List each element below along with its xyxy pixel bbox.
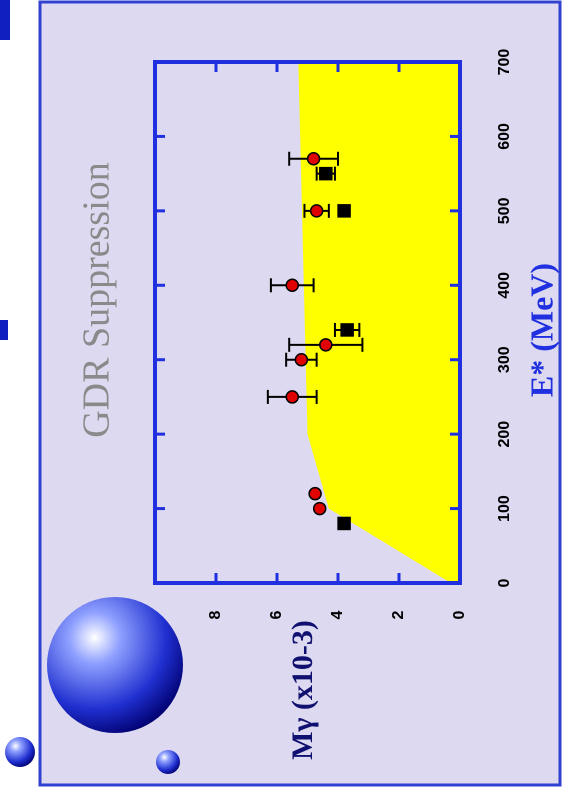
marker: [309, 204, 324, 218]
x-axis-label: E* (MeV): [523, 263, 559, 397]
marker: [285, 278, 299, 293]
y-axis-label: Mγ (x10-3): [286, 620, 319, 760]
x-tick-label: 400: [496, 272, 513, 299]
band: [298, 62, 460, 583]
marker: [319, 166, 333, 181]
y-tick-label: 2: [390, 610, 407, 619]
chart-title: GDR Suppression: [76, 162, 118, 438]
marker: [312, 501, 327, 516]
x-tick-label: 500: [496, 197, 513, 224]
x-tick-label: 600: [496, 123, 513, 150]
marker: [319, 338, 333, 352]
margin-mark: [0, 0, 10, 40]
marker: [340, 323, 354, 337]
x-tick-label: 100: [496, 495, 513, 522]
x-tick-label: 200: [496, 421, 513, 448]
sphere: [47, 597, 183, 733]
marker: [308, 486, 322, 501]
y-tick-label: 4: [329, 610, 346, 619]
marker: [337, 204, 351, 218]
x-tick-label: 300: [496, 346, 513, 373]
marker: [285, 390, 299, 404]
x-tick-label: 0: [496, 578, 513, 587]
margin: [0, 0, 40, 787]
sphere: [5, 737, 35, 767]
y-tick-label: 6: [268, 610, 285, 619]
plot-frame: [153, 60, 462, 585]
x-tick-label: 700: [496, 49, 513, 76]
chart: GDR Suppression E* (MeV) Mγ (x10-3) 0 100…: [38, 0, 562, 787]
marker: [294, 352, 309, 367]
margin-mark: [0, 320, 8, 340]
marker: [306, 152, 321, 166]
marker: [337, 516, 351, 531]
y-tick-label: 8: [207, 610, 224, 619]
y-tick-label: 0: [451, 610, 468, 619]
sphere: [156, 750, 180, 774]
